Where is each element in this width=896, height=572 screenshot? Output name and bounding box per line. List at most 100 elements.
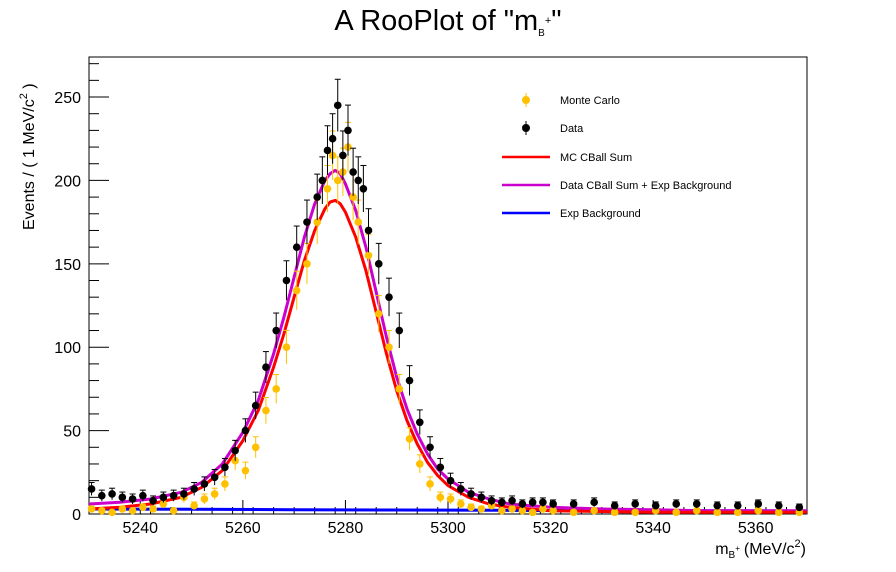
mc-point [692, 506, 701, 515]
mc-point [169, 506, 178, 515]
data-point [303, 218, 311, 226]
data-point [272, 326, 280, 335]
data-point [446, 476, 455, 485]
mc-point [251, 443, 260, 452]
data-point [549, 500, 557, 508]
mc-point [262, 406, 270, 415]
x-axis-ticks: 5240 5260 5280 5300 5320 5340 5360 [88, 500, 808, 537]
data-point [528, 498, 537, 507]
data-point [457, 485, 465, 493]
mc-point [713, 508, 722, 517]
mc-point [733, 508, 742, 517]
series-layer [87, 78, 808, 517]
mc-point [672, 508, 681, 517]
mc-point [436, 493, 445, 502]
data-point [436, 463, 445, 472]
data-point [713, 501, 722, 510]
x-tick-label: 5360 [738, 520, 774, 537]
data-point [344, 126, 352, 135]
data-point [159, 493, 168, 502]
data-point [328, 134, 337, 143]
data-point [149, 496, 157, 505]
mc-point [508, 505, 516, 513]
x-label-unit-superscript: 2 [795, 538, 801, 550]
mc-point [272, 385, 280, 393]
data-point [395, 326, 404, 335]
y-tick-label: 250 [54, 90, 81, 107]
legend-label-data: Data [560, 123, 584, 135]
mc-point [118, 505, 127, 513]
mc-point [498, 506, 506, 515]
mc-point [528, 508, 537, 517]
data-point [590, 498, 598, 507]
data-point [323, 146, 332, 155]
data-point [415, 418, 424, 427]
y-label-superscript: 2 [18, 93, 30, 99]
mc-point [467, 503, 475, 512]
x-label-superscript: + [735, 544, 740, 553]
y-axis-label: Events / ( 1 MeV/c2 ) [18, 83, 38, 230]
mc-point [364, 251, 373, 260]
mc-point [457, 500, 465, 508]
mc-point [518, 506, 527, 515]
chart-title: A RooPlot of "mB+" [334, 5, 561, 39]
data-point [139, 491, 147, 500]
data-point [118, 493, 127, 502]
data-point [733, 501, 742, 510]
mc-point [282, 343, 291, 352]
data-point [180, 490, 188, 498]
data-point [333, 101, 342, 110]
data-point [539, 498, 547, 507]
x-tick-label: 5320 [533, 520, 569, 537]
x-tick-label: 5260 [225, 520, 261, 537]
data-point [651, 501, 660, 510]
data-point [354, 176, 363, 185]
legend-label-mc: Monte Carlo [560, 95, 620, 107]
x-tick-label: 5340 [635, 520, 671, 537]
mc-point [610, 508, 619, 517]
y-tick-label: 100 [54, 340, 81, 357]
data-fit-line [88, 168, 807, 513]
data-point [87, 485, 96, 493]
data-point [318, 176, 327, 185]
data-point [292, 243, 301, 251]
y-tick-label: 0 [72, 507, 81, 524]
mc-point [200, 495, 209, 503]
data-point [241, 426, 250, 435]
mc-point [241, 466, 250, 475]
x-tick-label: 5240 [122, 520, 158, 537]
data-point [672, 500, 681, 508]
y-tick-label: 50 [63, 424, 81, 441]
data-point [405, 376, 414, 385]
data-point [128, 495, 137, 503]
data-point [108, 490, 116, 498]
mc-point [590, 506, 598, 515]
mc-point [303, 260, 311, 268]
mc-point [426, 480, 434, 488]
mc-point [549, 506, 557, 515]
x-label-subscript: B [729, 550, 736, 561]
mc-point [569, 508, 578, 517]
mc-point [98, 506, 106, 515]
data-point [313, 193, 322, 201]
mc-point [128, 506, 137, 515]
mc-point [374, 310, 383, 318]
data-point [251, 401, 260, 410]
data-point [339, 151, 347, 160]
data-point [569, 500, 578, 508]
data-point [359, 184, 368, 193]
legend-label-background: Exp Background [560, 208, 641, 220]
data-point [98, 491, 106, 500]
data-point [467, 490, 475, 498]
mc-point [754, 506, 763, 515]
data-point [210, 473, 219, 482]
mc-point [395, 385, 404, 393]
data-point [426, 443, 434, 452]
mc-point [221, 480, 229, 488]
data-point [692, 500, 701, 508]
mc-point [108, 508, 116, 517]
data-point [169, 491, 178, 500]
data-point [221, 463, 229, 472]
y-tick-label: 150 [54, 257, 81, 274]
